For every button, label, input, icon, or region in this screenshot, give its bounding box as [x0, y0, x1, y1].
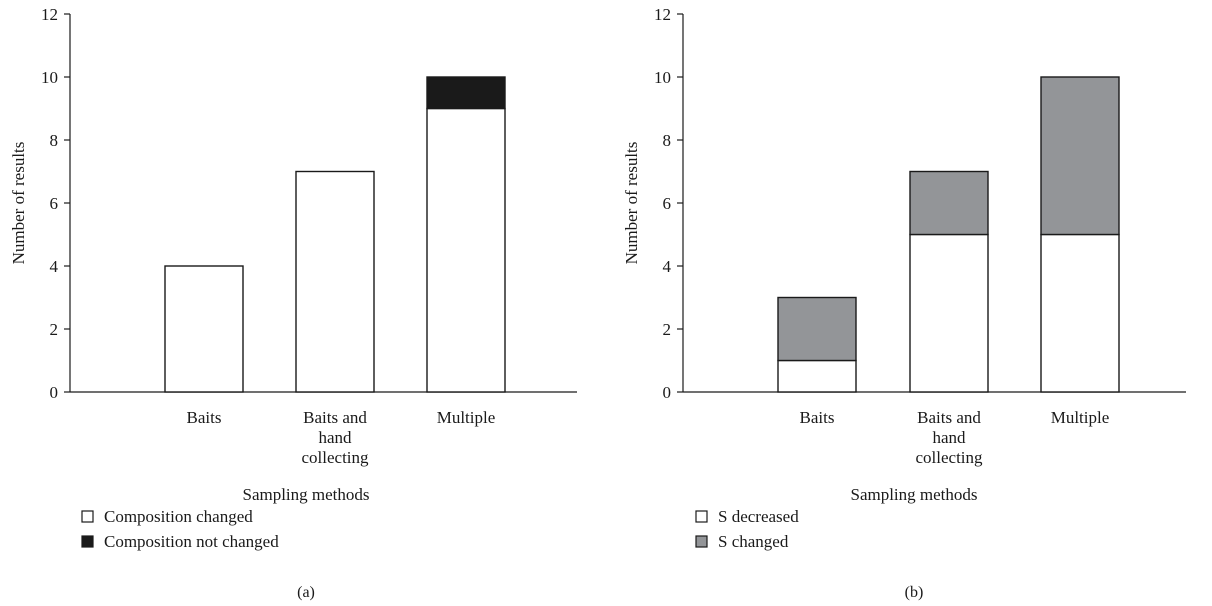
bar-segment	[909, 170, 989, 236]
x-tick-label: Baits and	[917, 408, 981, 427]
legend-swatch	[81, 535, 94, 548]
y-axis-title: Number of results	[622, 142, 641, 265]
y-tick-label: 0	[663, 383, 672, 402]
y-tick-label: 12	[41, 5, 58, 24]
legend-label: Composition not changed	[104, 532, 279, 551]
x-tick-label: collecting	[915, 448, 983, 467]
panel-label: (b)	[905, 584, 924, 601]
bar-segment	[777, 359, 857, 393]
panel-label: (a)	[297, 584, 315, 601]
chart-panel-a: 0 2 4 6 8 10 12 Number of results Baits Baits and…	[9, 5, 577, 601]
y-tick-label: 4	[663, 257, 672, 276]
y-tick-label: 0	[50, 383, 59, 402]
bar-segment	[1040, 76, 1120, 236]
bar-segment	[777, 296, 857, 362]
x-axis-title: Sampling methods	[850, 485, 977, 504]
legend-label: S changed	[718, 532, 789, 551]
bar-segment	[295, 170, 375, 393]
x-tick-label: hand	[318, 428, 352, 447]
bar-segment	[426, 76, 506, 110]
y-axis-title: Number of results	[9, 142, 28, 265]
y-tick-label: 6	[663, 194, 672, 213]
x-axis-title: Sampling methods	[242, 485, 369, 504]
x-tick-label: Baits	[187, 408, 222, 427]
x-tick-label: Baits	[800, 408, 835, 427]
x-tick-label: Multiple	[437, 408, 496, 427]
chart-panel-b: 0 2 4 6 8 10 12 Number of results Baits Baits and…	[622, 5, 1186, 601]
y-tick-label: 6	[50, 194, 59, 213]
y-tick-label: 12	[654, 5, 671, 24]
legend-label: Composition changed	[104, 507, 253, 526]
y-tick-label: 8	[50, 131, 59, 150]
bar-segment	[426, 107, 506, 393]
legend-swatch	[695, 510, 708, 523]
bar-segment	[909, 233, 989, 393]
y-tick-label: 8	[663, 131, 672, 150]
x-tick-label: Multiple	[1051, 408, 1110, 427]
legend-swatch	[695, 535, 708, 548]
x-tick-label: collecting	[301, 448, 369, 467]
legend-swatch	[81, 510, 94, 523]
y-tick-label: 10	[654, 68, 671, 87]
legend-label: S decreased	[718, 507, 799, 526]
bar-segment	[1040, 233, 1120, 393]
y-tick-label: 4	[50, 257, 59, 276]
y-tick-label: 10	[41, 68, 58, 87]
x-tick-label: Baits and	[303, 408, 367, 427]
bar-segment	[164, 265, 244, 393]
y-tick-label: 2	[663, 320, 672, 339]
y-tick-label: 2	[50, 320, 59, 339]
x-tick-label: hand	[932, 428, 966, 447]
